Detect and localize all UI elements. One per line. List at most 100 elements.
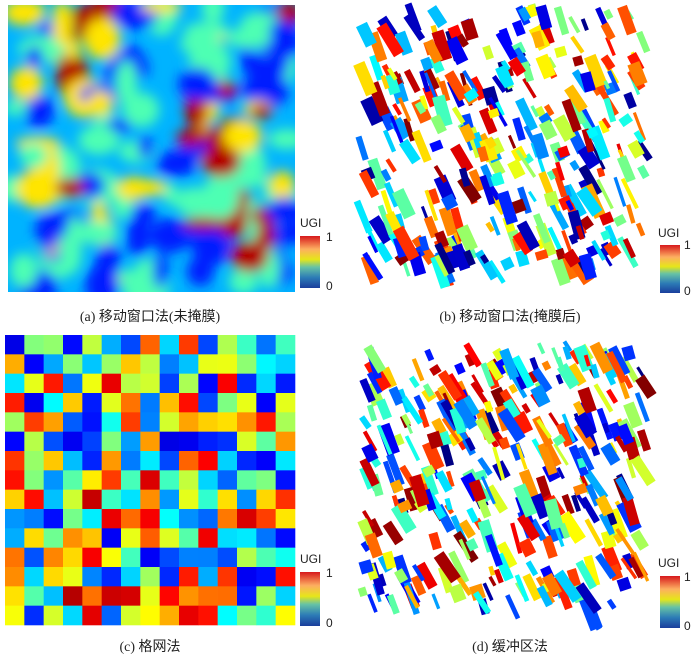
grid-cell	[179, 567, 199, 587]
building	[426, 430, 444, 450]
building	[580, 18, 589, 32]
building	[558, 510, 586, 544]
grid-cell	[179, 354, 199, 374]
building	[412, 563, 425, 582]
building	[433, 164, 447, 184]
grid-cell	[5, 528, 25, 548]
grid-cell	[159, 528, 180, 548]
building	[479, 137, 499, 163]
building	[464, 353, 476, 367]
building	[602, 422, 610, 434]
building	[623, 401, 643, 429]
building	[562, 248, 581, 268]
colorbar	[660, 245, 680, 293]
colorbar-min: 0	[684, 284, 691, 298]
grid-cell	[256, 586, 276, 606]
building	[561, 413, 576, 443]
building	[502, 398, 521, 419]
grid-cell	[101, 528, 122, 548]
grid-cell	[24, 470, 44, 490]
grid-cell	[5, 470, 25, 490]
building	[575, 559, 597, 590]
building	[583, 468, 609, 501]
grid-cell	[43, 470, 64, 490]
building	[488, 565, 496, 576]
blob	[9, 253, 38, 288]
blob	[182, 217, 227, 230]
building	[478, 107, 498, 135]
building	[635, 374, 657, 400]
building	[541, 360, 552, 371]
grid-cell	[217, 354, 238, 374]
building	[397, 97, 412, 122]
building	[530, 384, 551, 408]
building	[537, 342, 546, 355]
building	[468, 168, 485, 193]
blob	[95, 243, 121, 282]
building	[555, 247, 566, 260]
building	[490, 173, 505, 187]
building	[514, 574, 530, 602]
blob	[26, 45, 43, 69]
building	[411, 358, 425, 382]
building	[410, 574, 427, 596]
grid-cell	[82, 354, 102, 374]
grid-cell	[121, 470, 141, 490]
grid-cell	[140, 470, 160, 490]
building	[512, 237, 521, 252]
grid-cell	[101, 567, 122, 587]
building	[577, 144, 601, 170]
caption: (b) 移动窗口法(掩膜后)	[439, 308, 580, 325]
building	[579, 596, 603, 632]
building	[613, 176, 627, 207]
grid-cell	[198, 412, 218, 432]
grid-cell	[121, 373, 141, 394]
grid-cell	[140, 412, 160, 432]
grid-cell	[217, 335, 238, 355]
building	[495, 30, 518, 61]
blob	[111, 5, 159, 30]
colorbar-min: 0	[326, 279, 333, 293]
grid-cell	[24, 335, 44, 355]
grid-cell	[179, 431, 199, 452]
building	[518, 537, 537, 558]
building	[521, 403, 531, 414]
building	[581, 128, 595, 153]
building	[431, 29, 453, 62]
building	[531, 367, 553, 393]
building	[615, 527, 636, 556]
blob	[221, 217, 247, 238]
grid-cell	[237, 470, 257, 490]
grid-cell	[24, 451, 44, 471]
grid-cell	[159, 509, 180, 529]
grid-cell	[217, 567, 238, 587]
grid-cell	[140, 509, 160, 529]
grid-cell	[275, 605, 296, 626]
grid-cell	[101, 547, 122, 568]
grid-cell	[140, 393, 160, 413]
building	[377, 204, 394, 236]
grid-cell	[24, 354, 44, 374]
building	[403, 68, 421, 94]
grid-cell	[43, 412, 64, 432]
building	[479, 174, 496, 206]
grid-cell	[82, 373, 102, 394]
grid-cell	[198, 586, 218, 606]
building	[463, 87, 479, 103]
grid-cell	[275, 393, 296, 413]
grid-cell	[24, 567, 44, 587]
building	[620, 557, 638, 580]
colorbar-title: UGI	[300, 552, 321, 566]
grid-cell	[198, 373, 218, 394]
colorbar	[300, 236, 320, 288]
blob	[265, 197, 295, 225]
building	[513, 483, 538, 518]
building	[578, 252, 597, 281]
building	[622, 495, 640, 527]
grid-cell	[121, 509, 141, 529]
building	[419, 70, 431, 93]
building	[579, 71, 596, 93]
building	[376, 22, 404, 58]
building	[434, 254, 449, 277]
grid-cell	[140, 431, 160, 452]
